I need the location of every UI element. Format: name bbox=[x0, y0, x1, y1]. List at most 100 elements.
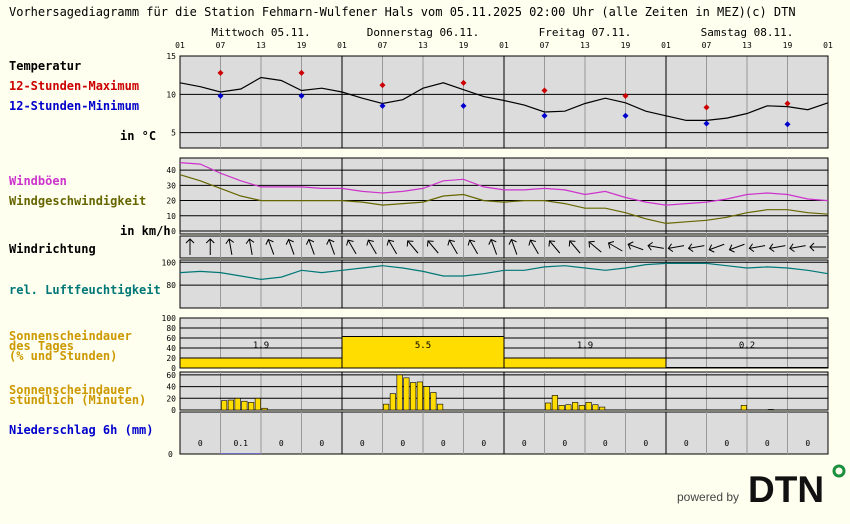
sun-hourly-title-1: Sonnenscheindauer bbox=[9, 383, 132, 397]
wind-arrow-shape bbox=[548, 240, 561, 254]
hour-tick-label: 07 bbox=[216, 41, 226, 50]
wind-direction-arrow bbox=[245, 238, 255, 255]
temperature-max-point bbox=[784, 100, 791, 107]
dtn-logo: DTN bbox=[748, 469, 824, 510]
temperature-min-point bbox=[541, 112, 548, 119]
sun-hourly-bar bbox=[437, 403, 444, 411]
wind-arrow-shape bbox=[809, 242, 826, 252]
sun-hourly-ytick: 60 bbox=[166, 371, 176, 380]
precip-title: Niederschlag 6h (mm) bbox=[9, 423, 154, 437]
day-label: Samstag 08.11. bbox=[701, 26, 794, 39]
powered-by-label: powered by bbox=[677, 490, 739, 504]
temperature-max-point bbox=[217, 69, 224, 76]
wind-arrow-shape bbox=[305, 238, 315, 255]
day-label: Mittwoch 05.11. bbox=[211, 26, 310, 39]
precip-value: 0 bbox=[400, 439, 405, 448]
temperature-unit: in °C bbox=[120, 129, 156, 143]
sun-hourly-bar bbox=[241, 400, 248, 411]
sun-hourly-bar bbox=[383, 403, 390, 411]
sun-hourly-bar bbox=[221, 400, 228, 411]
sun-hourly-bar bbox=[227, 399, 234, 411]
temperature-max-label: 12-Stunden-Maximum bbox=[9, 79, 139, 93]
wind-gust-label: Windböen bbox=[9, 174, 67, 188]
sun-hourly-title-2: stündlich (Minuten) bbox=[9, 393, 146, 407]
wind-arrow-shape bbox=[789, 243, 806, 253]
temperature-min-point bbox=[784, 121, 791, 128]
wind-direction-arrow bbox=[789, 243, 806, 253]
dtn-branding: powered by DTN bbox=[677, 464, 846, 510]
temperature-ytick: 10 bbox=[166, 90, 176, 99]
sun-daily-hours: 5.5 bbox=[415, 341, 431, 351]
precip-value: 0 bbox=[643, 439, 648, 448]
wind-arrow-shape bbox=[265, 238, 275, 255]
hour-tick-label: 07 bbox=[540, 41, 550, 50]
wind-arrow-shape bbox=[406, 240, 419, 254]
sun-hourly-bar bbox=[430, 392, 437, 411]
wind-gust-line bbox=[179, 162, 829, 206]
wind-arrow-shape bbox=[225, 238, 235, 255]
precip-ytick: 0 bbox=[168, 450, 173, 459]
precip-value: 0 bbox=[765, 439, 770, 448]
wind-direction-arrow bbox=[687, 243, 705, 253]
hour-tick-label: 01 bbox=[823, 41, 833, 50]
wind-direction-arrow bbox=[548, 240, 561, 254]
wind-direction-arrow bbox=[366, 239, 377, 255]
wind-arrow-shape bbox=[447, 239, 458, 255]
temperature-max-point bbox=[541, 87, 548, 94]
sun-hourly-ytick: 40 bbox=[166, 383, 176, 392]
wind-ytick: 40 bbox=[166, 166, 176, 175]
temperature-min-label: 12-Stunden-Minimum bbox=[9, 99, 139, 113]
precip-value: 0 bbox=[724, 439, 729, 448]
sun-hourly-ytick: 0 bbox=[171, 406, 176, 415]
sun-daily-ytick: 100 bbox=[162, 314, 177, 323]
wind-arrow-shape bbox=[488, 238, 498, 255]
wind-arrow-shape bbox=[205, 238, 215, 255]
sun-daily-hours: 1.9 bbox=[253, 341, 269, 351]
sun-hourly-bar bbox=[599, 406, 606, 411]
sun-hourly-bar bbox=[565, 404, 572, 411]
wind-direction-arrow bbox=[528, 239, 539, 255]
precip-value: 0 bbox=[805, 439, 810, 448]
sun-daily-bar bbox=[665, 367, 829, 369]
wind-direction-arrow bbox=[748, 243, 766, 253]
temperature-min-point bbox=[298, 92, 305, 99]
sun-hourly-bar bbox=[234, 398, 241, 411]
sun-daily-hours: 1.9 bbox=[577, 341, 593, 351]
sun-daily-bar bbox=[341, 336, 505, 369]
temperature-min-point bbox=[622, 112, 629, 119]
sun-hourly-bar bbox=[578, 405, 585, 411]
precip-value: 0 bbox=[198, 439, 203, 448]
hour-tick-label: 19 bbox=[459, 41, 469, 50]
sun-hourly-bar bbox=[423, 386, 430, 411]
temperature-min-point bbox=[217, 92, 224, 99]
wind-direction-arrow bbox=[768, 243, 786, 253]
sun-hourly-bar bbox=[396, 374, 403, 411]
precip-value: 0 bbox=[441, 439, 446, 448]
sun-hourly-bar bbox=[767, 409, 774, 411]
humidity-ytick: 80 bbox=[166, 281, 176, 290]
wind-direction-arrow bbox=[607, 241, 623, 252]
wind-ytick: 20 bbox=[166, 197, 176, 206]
hour-ticks: 01 07 13 19 01 07 13 19 01 07 13 19 01 07 13 19 01 bbox=[175, 41, 833, 50]
wind-direction-arrow bbox=[488, 238, 498, 255]
sun-daily-title-3: (% und Stunden) bbox=[9, 349, 117, 363]
wind-direction-arrow bbox=[647, 241, 664, 251]
sun-daily-ytick: 40 bbox=[166, 344, 176, 353]
sun-daily-ytick: 0 bbox=[171, 364, 176, 373]
precip-value: 0 bbox=[603, 439, 608, 448]
sun-daily-ytick: 20 bbox=[166, 354, 176, 363]
temperature-max-point bbox=[460, 79, 467, 86]
sun-daily-bar bbox=[179, 357, 343, 369]
precip-value: 0 bbox=[522, 439, 527, 448]
sun-hourly-ytick: 20 bbox=[166, 394, 176, 403]
wind-speed-label: Windgeschwindigkeit bbox=[9, 194, 146, 208]
wind-ytick: 10 bbox=[166, 212, 176, 221]
sun-hourly-bar bbox=[572, 402, 579, 411]
day-label: Donnerstag 06.11. bbox=[367, 26, 480, 39]
wind-unit: in km/h bbox=[120, 224, 171, 238]
sun-daily-bar bbox=[503, 357, 667, 369]
sun-daily-title-1: Sonnenscheindauer bbox=[9, 329, 132, 343]
precip-value: 0.1 bbox=[234, 439, 249, 448]
hour-tick-label: 19 bbox=[783, 41, 793, 50]
